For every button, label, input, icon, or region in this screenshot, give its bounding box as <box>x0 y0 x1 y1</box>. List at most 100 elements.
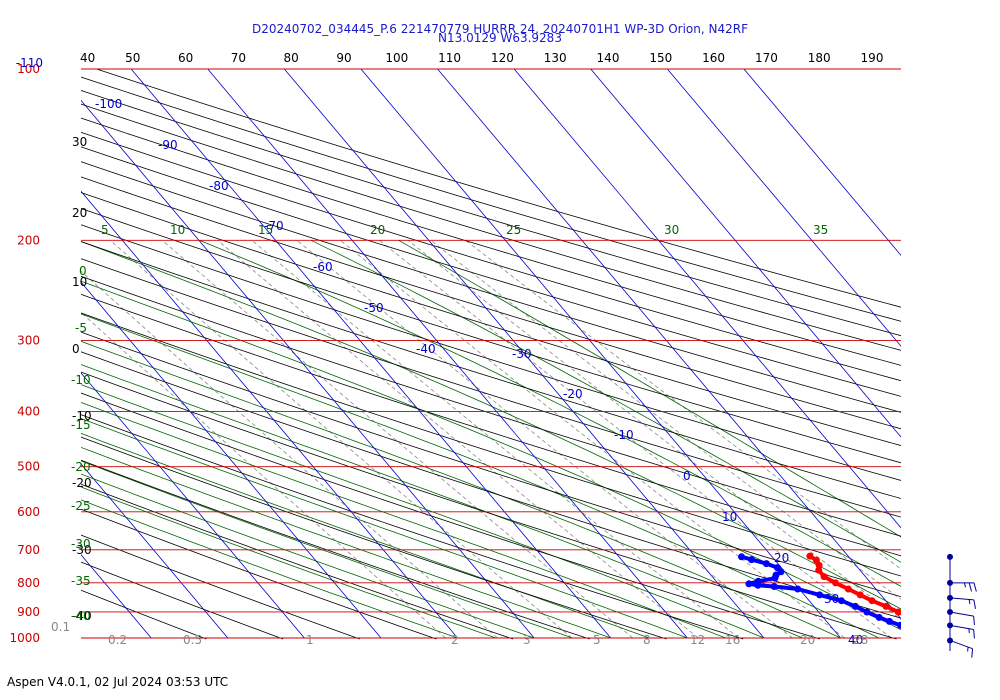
dewpoint-point <box>745 580 753 588</box>
temperature-point <box>936 624 943 631</box>
dewpoint-point <box>896 621 901 629</box>
pressure-label: 100 <box>17 62 40 76</box>
dry-adiabat-line <box>81 371 897 640</box>
temperature-point <box>974 637 981 644</box>
temperature-point <box>856 591 864 599</box>
wind-barb-flag <box>973 616 975 626</box>
pressure-label: 800 <box>17 576 40 590</box>
isotherm-line <box>667 69 901 347</box>
dewpoint-point <box>885 617 893 625</box>
top-scale-label: 80 <box>284 51 299 65</box>
dry-adiabat-line <box>81 146 901 397</box>
mixing-ratio-label: 0.2 <box>108 633 127 647</box>
pressure-label: 500 <box>17 460 40 474</box>
dry-adiabat-line <box>81 392 820 640</box>
sounding-traces <box>738 552 981 644</box>
pressure-label: 1000 <box>9 631 40 645</box>
dry-adiabat-line <box>81 76 901 322</box>
moist-adiabat-line <box>81 432 650 639</box>
wind-barb-staff <box>949 611 974 617</box>
isotherm-label: -30 <box>512 347 532 361</box>
moist-adiabat-line <box>81 418 688 639</box>
moist-adiabat-line <box>81 364 803 639</box>
mixing-ratio-label: 16 <box>725 633 740 647</box>
top-scale-label: 90 <box>336 51 351 65</box>
moist-adiabat-label: 35 <box>813 223 828 237</box>
dewpoint-point <box>754 577 762 585</box>
moist-adiabat-label: 5 <box>101 223 109 237</box>
dry-adiabat-line <box>81 117 901 366</box>
isotherm-line <box>207 69 688 639</box>
dry-adiabat-line <box>81 293 901 557</box>
isotherm-label: 0 <box>683 469 691 483</box>
mixing-ratio-label: 20 <box>800 633 815 647</box>
pressure-label: 200 <box>17 233 40 247</box>
isotherm-label: 20 <box>774 551 789 565</box>
dewpoint-point <box>851 602 859 610</box>
dewpoint-point <box>837 597 845 605</box>
temperature-point <box>868 597 876 605</box>
temperature-point <box>956 632 963 639</box>
isotherm-label: -10 <box>614 428 634 442</box>
dewpoint-point <box>770 583 778 590</box>
temperature-point <box>812 556 820 564</box>
top-scale-label: 160 <box>702 51 725 65</box>
top-scale-label: 50 <box>125 51 140 65</box>
dry-adiabat-label: -20 <box>72 476 92 490</box>
isotherm-line <box>81 463 229 639</box>
dry-adiabat-label: 10 <box>72 275 87 289</box>
dewpoint-point <box>738 553 745 561</box>
dry-adiabat-line <box>81 351 901 619</box>
dry-adiabat-line <box>81 241 901 499</box>
wind-barb-flag <box>968 582 973 592</box>
top-scale-label: 120 <box>491 51 514 65</box>
isotherm-label: -100 <box>95 97 122 111</box>
moist-adiabat-label: 20 <box>370 223 385 237</box>
dewpoint-point <box>748 556 755 564</box>
wind-profile <box>947 553 977 658</box>
dewpoint-point <box>762 560 770 568</box>
dry-adiabat-line <box>81 534 360 640</box>
moist-adiabat-label: -30 <box>71 537 91 551</box>
dry-adiabat-label: -40 <box>72 609 92 623</box>
dry-adiabat-line <box>81 508 437 640</box>
moist-adiabat-label: -40 <box>71 609 91 623</box>
pressure-label: 700 <box>17 543 40 557</box>
dry-adiabat-line <box>81 176 901 430</box>
dewpoint-point <box>772 571 780 579</box>
isotherm-line <box>130 69 612 639</box>
top-scale-label: 100 <box>385 51 408 65</box>
pressure-label: 900 <box>17 605 40 619</box>
dry-adiabat-label: 20 <box>72 206 87 220</box>
moist-adiabat-label: 10 <box>170 223 185 237</box>
dry-adiabat-label: -10 <box>72 409 92 423</box>
isotherm-line <box>81 99 535 639</box>
isotherm-label: -50 <box>364 301 384 315</box>
wind-barb-flag <box>973 599 976 609</box>
isotherm-label: -80 <box>209 179 229 193</box>
mixing-ratio-line <box>465 239 901 570</box>
mixing-ratio-line <box>251 239 740 639</box>
pressure-label: 600 <box>17 505 40 519</box>
dry-adiabat-line <box>81 275 901 537</box>
wind-barb-flag <box>973 582 977 592</box>
moist-adiabat-label: -5 <box>75 321 87 335</box>
top-scale-label: 110 <box>438 51 461 65</box>
moist-adiabat-line <box>81 473 535 639</box>
moist-adiabat-label: 30 <box>664 223 679 237</box>
pressure-top-label: -110 <box>16 56 43 70</box>
isotherm-line <box>590 69 901 438</box>
top-scale-label: 40 <box>80 51 95 65</box>
top-scale-label: 60 <box>178 51 193 65</box>
isotherm-label: 10 <box>722 510 737 524</box>
mixing-ratio-label: 28 <box>853 633 868 647</box>
dewpoint-point <box>933 635 940 642</box>
top-scale-label: 150 <box>649 51 672 65</box>
dry-adiabat-line <box>81 331 901 598</box>
moist-adiabat-label: -15 <box>71 418 91 432</box>
moist-adiabat-label: -20 <box>71 460 91 474</box>
isotherm-line <box>284 69 765 639</box>
dewpoint-point <box>938 637 945 644</box>
dry-adiabat-line <box>81 224 901 481</box>
